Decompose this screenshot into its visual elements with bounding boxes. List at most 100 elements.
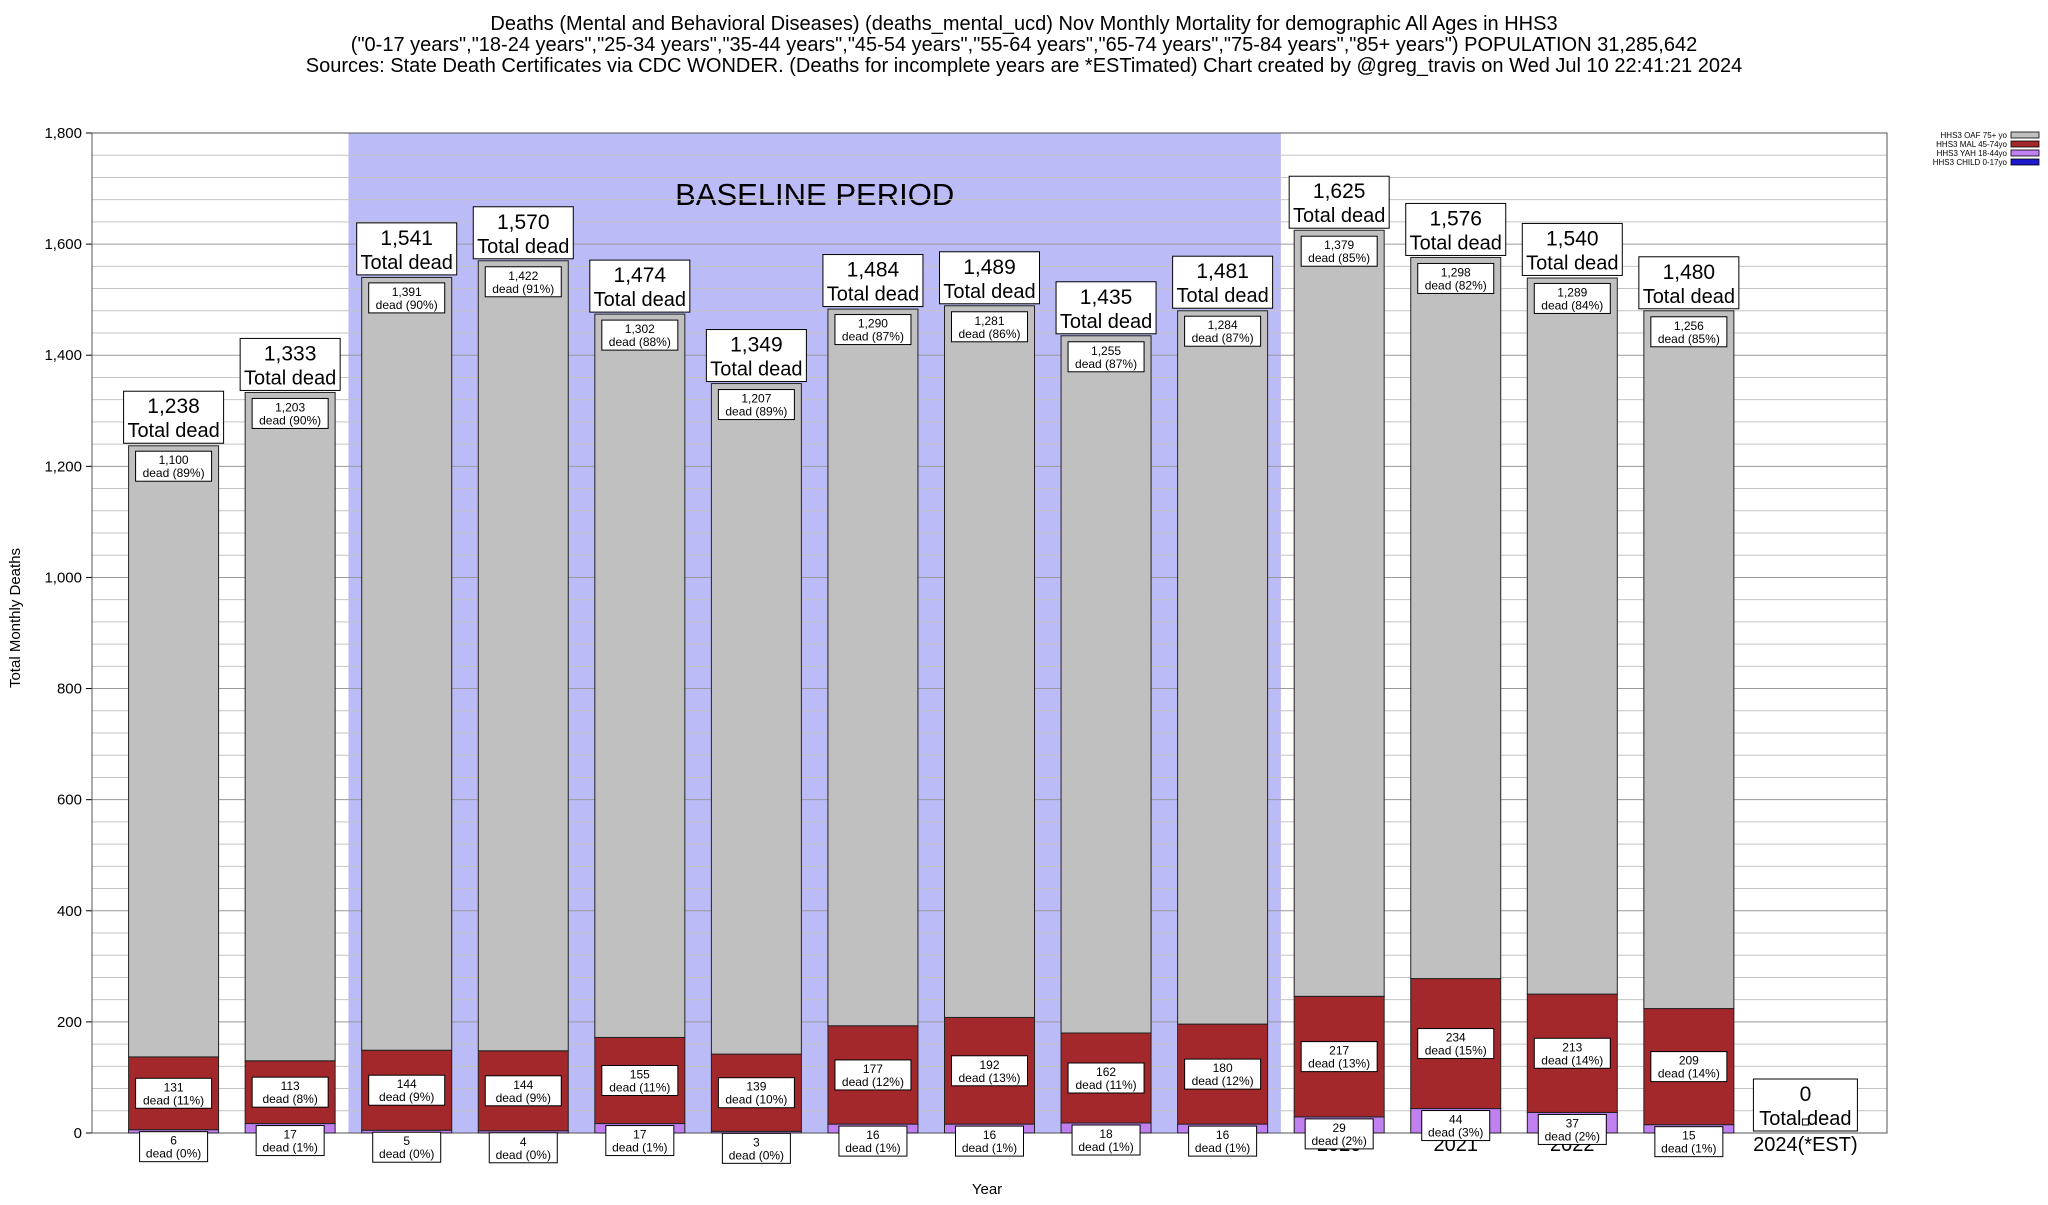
segment-label-value: 1,298 [1441, 265, 1471, 279]
segment-label-box [1300, 1041, 1378, 1073]
legend-entry-label: HHS3 CHILD 0-17yo [1933, 158, 2008, 167]
segment-label-sub: dead (86%) [958, 327, 1020, 341]
segment-label-value: 16 [983, 1128, 997, 1142]
segment-label-sub: dead (2%) [1545, 1129, 1600, 1143]
segment-label-box [1650, 316, 1728, 348]
segment-label-box [1537, 1113, 1607, 1145]
total-value: 1,238 [147, 395, 200, 418]
segment-label-sub: dead (89%) [725, 405, 787, 419]
total-suffix: Total dead [710, 359, 802, 381]
segment-label-value: 1,255 [1091, 344, 1121, 358]
segment-label-box [721, 1132, 791, 1164]
segment-label-value: 1,281 [974, 314, 1004, 328]
segment-label-sub: dead (87%) [842, 330, 904, 344]
total-suffix: Total dead [594, 289, 686, 311]
segment-label-value: 1,302 [625, 322, 655, 336]
segment-label-box [1421, 1110, 1491, 1142]
segment-label-box [834, 1059, 912, 1091]
segment-label-value: 162 [1096, 1065, 1116, 1079]
segment-label-box [1067, 341, 1145, 373]
segment-label-box [1188, 1125, 1258, 1157]
segment-label-value: 155 [630, 1068, 650, 1082]
total-label-box [589, 259, 691, 313]
segment-label-sub: dead (12%) [842, 1075, 904, 1089]
segment-label-value: 1,289 [1557, 285, 1587, 299]
segment-label-sub: dead (11%) [143, 1093, 204, 1107]
bar-segment-oaf [594, 313, 686, 1038]
segment-label-sub: dead (87%) [1075, 357, 1137, 371]
total-value: 1,435 [1080, 286, 1133, 309]
empty-bar-marker [1801, 1118, 1809, 1126]
bar-segment-oaf [710, 383, 802, 1055]
legend-swatch [2010, 140, 2040, 148]
segment-label-box [488, 1132, 558, 1164]
segment-label-box [1533, 1037, 1611, 1069]
segment-label-value: 4 [520, 1135, 527, 1149]
total-label-box [472, 206, 574, 260]
segment-label-sub: dead (1%) [612, 1141, 667, 1155]
total-label-box [939, 251, 1040, 305]
segment-label-value: 1,422 [508, 269, 538, 283]
total-value: 1,489 [963, 256, 1016, 279]
segment-label-value: 16 [866, 1128, 880, 1142]
x-tick-label: 2024(*EST) [1753, 1134, 1858, 1156]
legend-swatch [2010, 149, 2040, 157]
total-suffix: Total dead [1526, 252, 1618, 274]
y-tick-label: 0 [74, 1125, 82, 1142]
legend-entry-label: HHS3 YAH 18-44yo [1937, 149, 2008, 158]
total-value: 1,570 [497, 211, 550, 234]
title-line-2: ("0-17 years","18-24 years","25-34 years… [351, 34, 1697, 56]
segment-label-sub: dead (0%) [379, 1147, 434, 1161]
total-value: 1,333 [264, 342, 317, 365]
segment-label-value: 113 [281, 1079, 300, 1093]
segment-label-value: 139 [746, 1080, 766, 1094]
segment-label-value: 6 [170, 1134, 177, 1148]
legend-entry-label: HHS3 OAF 75+ yo [1941, 131, 2008, 140]
segment-label-box [484, 266, 562, 298]
y-tick-label: 400 [57, 903, 82, 920]
segment-label-sub: dead (84%) [1541, 298, 1603, 312]
segment-label-sub: dead (1%) [845, 1141, 900, 1155]
total-value: 1,484 [847, 259, 900, 282]
segment-label-box [1184, 315, 1262, 347]
bar-segment-oaf [944, 305, 1035, 1018]
segment-label-sub: dead (9%) [379, 1090, 434, 1104]
total-value: 1,625 [1313, 180, 1366, 203]
segment-label-sub: dead (90%) [376, 298, 438, 312]
segment-label-value: 15 [1682, 1129, 1696, 1143]
segment-label-sub: dead (13%) [958, 1071, 1020, 1085]
segment-label-box [372, 1131, 442, 1163]
total-label-box [705, 329, 807, 383]
segment-label-sub: dead (2%) [1311, 1134, 1366, 1148]
total-label-box [1521, 222, 1623, 276]
total-label-box [1172, 255, 1274, 309]
title-line-1: Deaths (Mental and Behavioral Diseases) … [490, 13, 1557, 35]
total-value: 1,349 [730, 334, 783, 357]
